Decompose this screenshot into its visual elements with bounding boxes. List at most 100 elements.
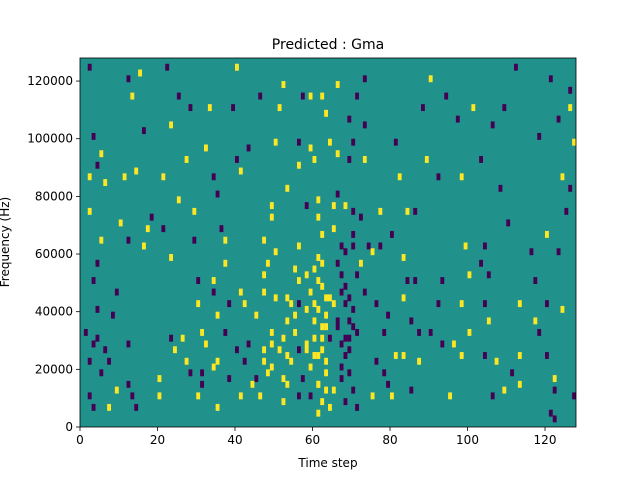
heatmap-cell-high (320, 398, 325, 406)
y-axis-label: Frequency (Hz) (0, 197, 12, 288)
heatmap-cell-high (269, 363, 274, 371)
heatmap-cell-low (192, 236, 197, 244)
heatmap-cell-high (281, 375, 286, 383)
chart-title: Predicted : Gma (272, 37, 384, 53)
y-tick-label: 100000 (27, 132, 73, 146)
heatmap-cell-low (355, 403, 360, 411)
heatmap-cell-high (335, 81, 340, 88)
heatmap-cell-high (517, 380, 522, 388)
heatmap-cell-low (339, 242, 344, 250)
heatmap-cell-high (343, 202, 348, 210)
heatmap-cell-low (235, 346, 239, 354)
heatmap-cell-low (393, 138, 398, 146)
heatmap-cell-low (107, 357, 112, 365)
heatmap-cell-high (331, 300, 336, 308)
heatmap-cell-high (316, 409, 321, 417)
heatmap-cell-low (142, 127, 146, 135)
heatmap-cell-low (428, 328, 433, 336)
heatmap-cell-high (118, 219, 123, 227)
heatmap-cell-high (262, 271, 267, 279)
heatmap-cell-high (459, 352, 464, 359)
heatmap-cell-low (188, 104, 193, 112)
heatmap-cell-high (304, 271, 309, 279)
heatmap-cell-high (471, 104, 476, 112)
heatmap-cell-high (517, 300, 522, 308)
heatmap-cell-low (91, 132, 96, 140)
heatmap-cell-low (343, 398, 348, 406)
heatmap-cell-low (490, 121, 495, 129)
heatmap-cell-low (176, 92, 181, 100)
heatmap-cell-high (211, 363, 216, 371)
heatmap-cell-high (560, 173, 565, 181)
heatmap-cell-high (285, 317, 290, 325)
heatmap-cell-low (169, 334, 174, 342)
heatmap-cell-high (452, 340, 456, 348)
heatmap-cell-low (308, 392, 313, 400)
heatmap-cell-high (331, 386, 336, 394)
x-tick-label: 20 (150, 433, 165, 447)
heatmap-cell-low (490, 392, 495, 400)
heatmap-cell-high (235, 63, 239, 71)
heatmap-cell-low (347, 346, 352, 354)
heatmap-cell-high (417, 357, 422, 365)
heatmap-cell-low (227, 375, 232, 383)
heatmap-cell-low (91, 340, 96, 348)
heatmap-cell-low (297, 138, 301, 146)
heatmap-cell-high (223, 259, 228, 267)
heatmap-cell-low (436, 300, 441, 308)
heatmap-cell-low (440, 340, 445, 348)
heatmap-cell-high (196, 392, 201, 400)
heatmap-cell-high (401, 352, 406, 359)
heatmap-cell-high (157, 392, 162, 400)
heatmap-cell-high (285, 294, 290, 302)
heatmap-cell-high (254, 311, 259, 319)
heatmap-cell-high (324, 323, 329, 331)
heatmap-cell-low (548, 75, 553, 83)
heatmap-cell-high (285, 380, 290, 388)
heatmap-cell-low (91, 403, 96, 411)
heatmap-cell-high (99, 150, 104, 158)
heatmap-cell-low (533, 277, 538, 285)
heatmap-cell-low (297, 392, 301, 400)
heatmap-cell-high (320, 259, 325, 267)
heatmap-cell-high (273, 138, 278, 146)
heatmap-cell-high (142, 242, 146, 250)
heatmap-cell-high (134, 167, 139, 175)
heatmap-cell-low (479, 259, 484, 267)
heatmap-cell-low (242, 357, 247, 365)
heatmap-cell-high (320, 334, 325, 342)
heatmap-cell-high (266, 259, 270, 267)
heatmap-cell-high (277, 104, 282, 112)
heatmap-cell-low (374, 300, 379, 308)
heatmap-cell-low (258, 92, 263, 100)
heatmap-cell-low (339, 375, 344, 383)
heatmap-cell-low (483, 300, 487, 308)
heatmap-cell-low (351, 242, 356, 250)
heatmap-cell-high (238, 167, 243, 175)
heatmap-cell-low (409, 317, 414, 325)
heatmap-cell-high (262, 346, 267, 354)
heatmap-cell-low (103, 346, 108, 354)
heatmap-cell-high (328, 138, 332, 146)
heatmap-cell-high (215, 357, 220, 365)
heatmap-cell-high (262, 357, 267, 365)
plot-frame (79, 57, 577, 428)
heatmap-cell-high (401, 254, 406, 261)
heatmap-cell-high (428, 75, 433, 83)
heatmap-cell-high (316, 254, 321, 261)
heatmap-cell-low (347, 115, 352, 123)
heatmap-cell-low (219, 225, 224, 233)
heatmap-cell-low (382, 328, 387, 336)
heatmap-cell-high (242, 300, 247, 308)
heatmap-cell-low (87, 63, 92, 71)
heatmap-cell-low (200, 369, 205, 377)
heatmap-cell-low (537, 328, 542, 336)
heatmap-cell-low (355, 328, 360, 336)
heatmap-cell-high (459, 300, 464, 308)
heatmap-cell-high (281, 81, 286, 88)
heatmap-cell-low (328, 334, 332, 342)
heatmap-cell-high (250, 380, 255, 388)
x-tick-label: 40 (227, 433, 242, 447)
heatmap-cell-high (238, 288, 243, 296)
heatmap-cell-high (169, 121, 174, 129)
